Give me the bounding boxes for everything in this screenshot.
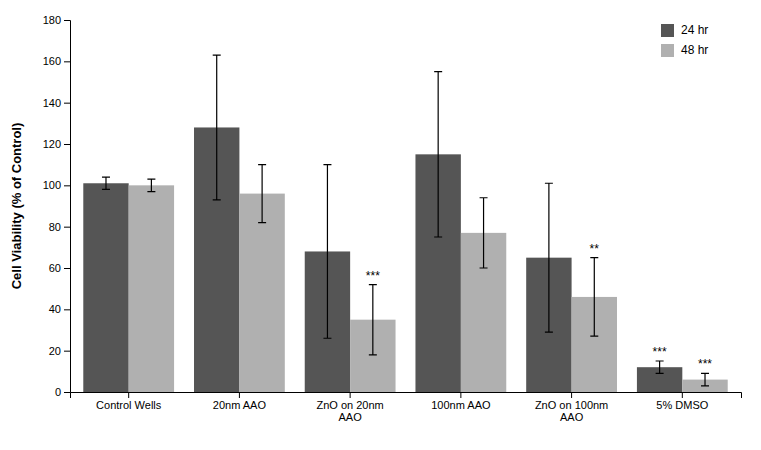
x-tick: 5% DMSO bbox=[656, 392, 708, 411]
chart: 0 20 40 60 80 100 120 140 160 180 Control Wells 20n… bbox=[0, 0, 761, 450]
x-tick: Control Wells bbox=[96, 392, 162, 411]
y-axis: 0 20 40 60 80 100 120 140 160 180 bbox=[43, 14, 71, 398]
x-axis-line bbox=[71, 393, 742, 399]
error-bar bbox=[480, 198, 488, 268]
series bbox=[83, 55, 682, 392]
annotations: *********** bbox=[366, 242, 713, 372]
y-tick: 180 bbox=[43, 14, 70, 26]
y-tick-label: 60 bbox=[49, 262, 61, 274]
y-tick-label: 140 bbox=[43, 97, 61, 109]
significance-label: *** bbox=[366, 269, 380, 283]
y-tick-mark bbox=[64, 185, 70, 186]
y-tick-label: 180 bbox=[43, 14, 61, 26]
y-tick-mark bbox=[64, 103, 70, 104]
y-tick-label: 20 bbox=[49, 345, 61, 357]
plot: 0 20 40 60 80 100 120 140 160 180 Control Wells 20n… bbox=[43, 14, 742, 423]
y-tick-label: 160 bbox=[43, 55, 61, 67]
x-tick-label: Control Wells bbox=[96, 399, 162, 411]
error-bar bbox=[545, 183, 553, 332]
x-tick-label: 100nm AAO bbox=[431, 399, 491, 411]
y-tick-label: 0 bbox=[55, 386, 61, 398]
x-tick-label: 20nm AAO bbox=[213, 399, 267, 411]
y-tick: 100 bbox=[43, 179, 70, 191]
bar bbox=[129, 185, 174, 392]
y-tick-mark bbox=[64, 309, 70, 310]
y-tick-label: 40 bbox=[49, 303, 61, 315]
x-tick-mark bbox=[682, 392, 683, 398]
error-bar bbox=[258, 165, 266, 223]
x-tick-mark bbox=[350, 392, 351, 398]
bar bbox=[239, 194, 284, 392]
y-tick-label: 120 bbox=[43, 138, 61, 150]
y-axis-title: Cell Viability (% of Control) bbox=[9, 123, 24, 290]
error-bar bbox=[701, 373, 709, 385]
x-tick-mark bbox=[460, 392, 461, 398]
y-tick-mark bbox=[64, 227, 70, 228]
error-bar bbox=[369, 285, 377, 355]
legend-swatch bbox=[661, 24, 674, 37]
error-bar bbox=[590, 258, 598, 337]
y-tick: 0 bbox=[55, 386, 70, 398]
y-tick: 80 bbox=[49, 221, 70, 233]
significance-label: *** bbox=[653, 345, 667, 359]
x-axis: Control Wells 20nm AAO ZnO on 20nmAAO 100nm… bbox=[71, 392, 742, 423]
significance-label: ** bbox=[590, 242, 600, 256]
y-tick: 140 bbox=[43, 97, 70, 109]
y-tick: 120 bbox=[43, 138, 70, 150]
legend: 24 hr 48 hr bbox=[661, 23, 708, 57]
error-bar bbox=[434, 72, 442, 237]
x-tick: 20nm AAO bbox=[213, 392, 267, 411]
error-bar bbox=[213, 55, 221, 200]
error-bar bbox=[102, 177, 110, 189]
y-tick-label: 80 bbox=[49, 221, 61, 233]
y-tick-mark bbox=[64, 351, 70, 352]
x-tick-mark bbox=[239, 392, 240, 398]
x-tick-mark bbox=[128, 392, 129, 398]
y-tick-mark bbox=[64, 61, 70, 62]
bar bbox=[83, 183, 128, 392]
x-tick: ZnO on 100nmAAO bbox=[535, 392, 608, 423]
bars bbox=[83, 55, 727, 392]
legend-swatch bbox=[661, 44, 674, 57]
y-tick-mark bbox=[64, 268, 70, 269]
error-bar bbox=[656, 361, 664, 373]
y-tick: 20 bbox=[49, 345, 70, 357]
y-tick-mark bbox=[64, 20, 70, 21]
y-tick: 60 bbox=[49, 262, 70, 274]
y-tick-mark bbox=[64, 392, 70, 393]
error-bar bbox=[323, 165, 331, 339]
x-tick-label: ZnO on 100nmAAO bbox=[535, 399, 608, 424]
y-tick: 160 bbox=[43, 55, 70, 67]
y-tick: 40 bbox=[49, 303, 70, 315]
x-tick-mark bbox=[571, 392, 572, 398]
legend-label: 24 hr bbox=[681, 23, 708, 37]
series bbox=[129, 165, 728, 392]
y-tick-label: 100 bbox=[43, 179, 61, 191]
x-tick: 100nm AAO bbox=[431, 392, 491, 411]
significance-label: *** bbox=[698, 357, 712, 371]
x-tick-label: 5% DMSO bbox=[656, 399, 708, 411]
x-tick-label: ZnO on 20nmAAO bbox=[317, 399, 384, 424]
y-tick-mark bbox=[64, 144, 70, 145]
y-axis-line bbox=[64, 21, 71, 393]
error-bar bbox=[147, 179, 155, 191]
x-tick: ZnO on 20nmAAO bbox=[317, 392, 384, 423]
legend-label: 48 hr bbox=[681, 43, 708, 57]
